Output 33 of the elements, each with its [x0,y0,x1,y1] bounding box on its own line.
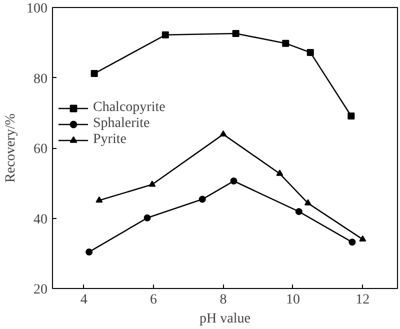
point [86,248,93,256]
x-tick-label: 4 [80,292,88,308]
x-tick-label: 12 [356,292,370,308]
y-axis-title: Recovery/% [4,113,18,183]
point [148,180,156,187]
point [230,178,238,185]
point [306,48,314,56]
y-tick-label: 20 [34,282,48,298]
y-tick-label: 100 [26,2,48,16]
point [96,196,103,203]
point [348,238,356,246]
y-tick-label: 80 [34,72,48,87]
legend-label: Chalcopyrite [93,100,166,116]
x-tick-label: 6 [150,292,158,308]
x-axis-title: pH value [200,312,250,326]
point [295,208,302,216]
legend-label: Pyrite [93,132,126,148]
point [144,214,151,222]
point [232,30,240,37]
y-tick-label: 60 [34,142,48,157]
point [304,199,312,206]
legend-label: Sphalerite [93,116,150,132]
y-tick-label: 40 [34,212,48,228]
point [282,40,290,47]
point [359,235,366,242]
point [220,130,227,137]
x-tick-label: 10 [286,292,300,308]
point [276,170,284,176]
x-tick-label: 8 [220,292,227,308]
point [348,112,355,120]
point [90,70,98,78]
point [162,31,169,38]
point [198,196,206,203]
